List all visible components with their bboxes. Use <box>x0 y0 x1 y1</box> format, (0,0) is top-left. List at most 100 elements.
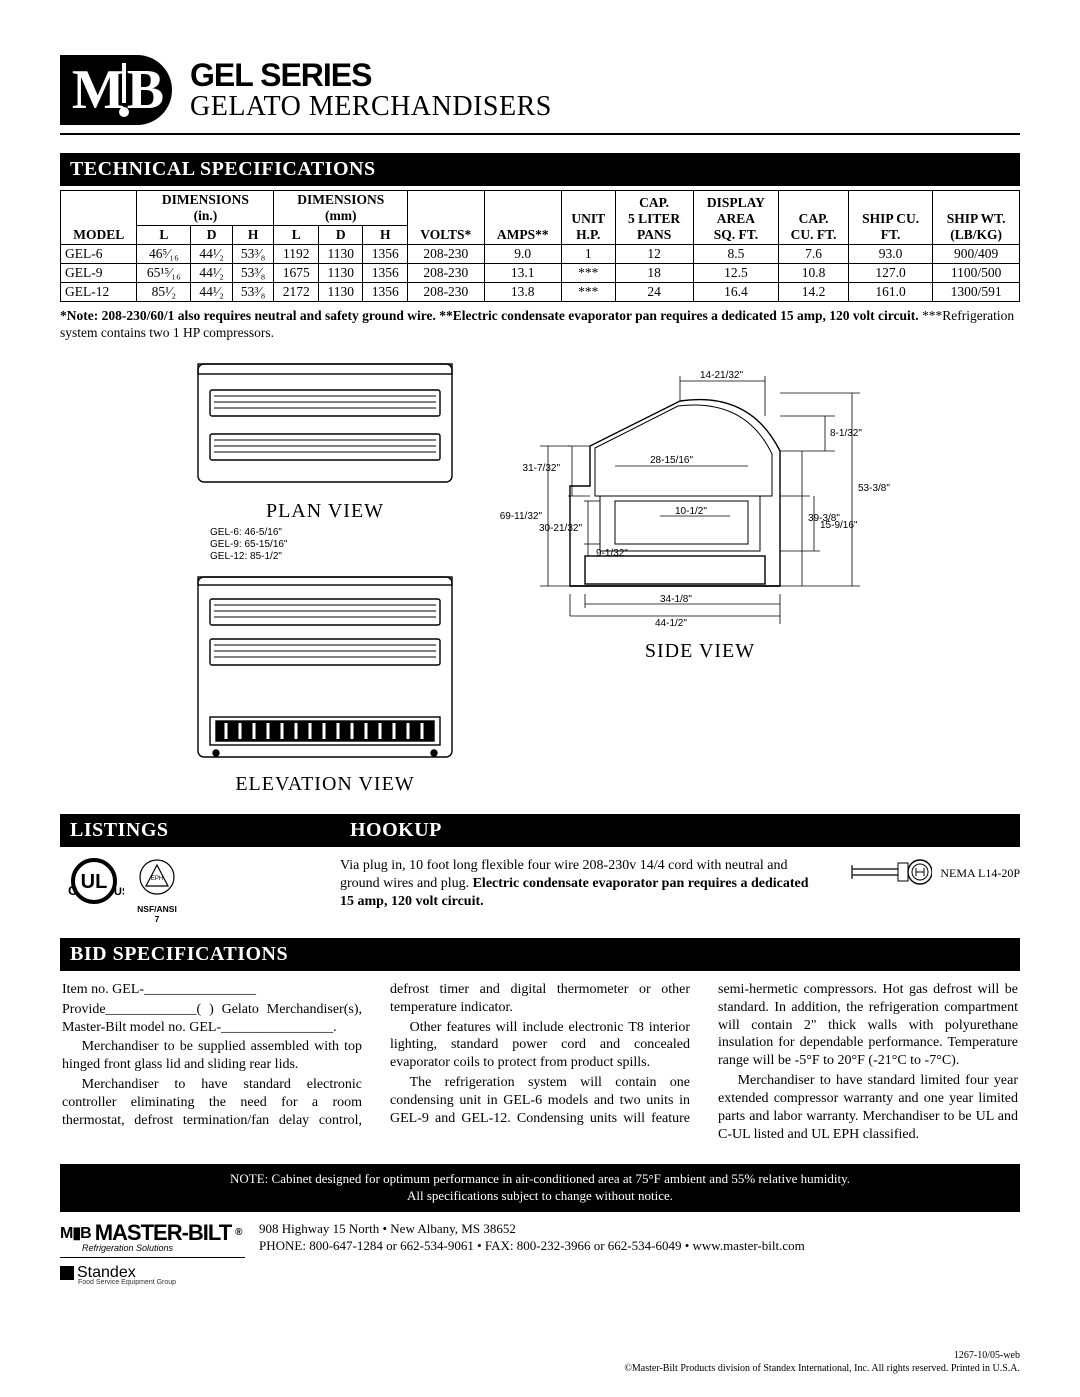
note-box: NOTE: Cabinet designed for optimum perfo… <box>60 1164 1020 1212</box>
col-H-in: H <box>232 226 274 245</box>
cell-Lmm: 1192 <box>274 245 319 264</box>
col-amps: AMPS** <box>484 191 561 245</box>
page-header: MB GEL SERIES GELATO MERCHANDISERS <box>60 55 1020 125</box>
dim-k: 15-9/16" <box>820 520 858 531</box>
plug-label: NEMA L14-20P <box>940 866 1020 881</box>
mb-logo-icon: MB <box>60 55 172 125</box>
section-hookup: HOOKUP <box>340 814 1020 847</box>
note-box-l2: All specifications subject to change wit… <box>74 1188 1006 1205</box>
footer-meta1: 1267-10/05-web <box>624 1349 1020 1362</box>
table-row: GEL-965¹⁵⁄₁₆44¹⁄₂53³⁄₈167511301356208-23… <box>61 264 1020 283</box>
listings-hookup-bar: LISTINGS HOOKUP <box>60 814 1020 847</box>
header-rule <box>60 133 1020 135</box>
elevation-view-label: ELEVATION VIEW <box>235 773 414 796</box>
dim-g: 69-11/32" <box>500 511 542 522</box>
plan-view-label: PLAN VIEW <box>266 500 384 523</box>
listings-body: ULCUS EPH NSF/ANSI 7 <box>60 847 340 938</box>
cell-Dmm: 1130 <box>319 264 363 283</box>
bid-p1: Merchandiser to be supplied assembled wi… <box>62 1038 362 1074</box>
footer-contact: PHONE: 800-647-1284 or 662-534-9061 • FA… <box>259 1237 1020 1255</box>
col-shipcu: SHIP CU.FT. <box>848 191 932 245</box>
dim-d: 28-15/16" <box>650 455 693 466</box>
cell-shipwt: 1300/591 <box>933 283 1020 302</box>
cell-volts: 208-230 <box>408 283 484 302</box>
cell-cuft: 10.8 <box>779 264 849 283</box>
cell-amps: 9.0 <box>484 245 561 264</box>
bid-l1: Item no. GEL-________________ <box>62 981 362 999</box>
cell-area: 12.5 <box>693 264 779 283</box>
plan-view-drawing <box>180 356 470 496</box>
dim-f: 10-1/2" <box>675 506 707 517</box>
cell-hp: *** <box>561 264 615 283</box>
col-pans: CAP.5 LITERPANS <box>615 191 693 245</box>
footer-addr: 908 Highway 15 North • New Albany, MS 38… <box>259 1220 1020 1238</box>
col-dim-in: DIMENSIONS(in.) <box>137 191 274 226</box>
cell-volts: 208-230 <box>408 245 484 264</box>
section-tech-specs: TECHNICAL SPECIFICATIONS <box>60 153 1020 186</box>
cell-Hmm: 1356 <box>363 245 408 264</box>
col-hp: UNITH.P. <box>561 191 615 245</box>
col-shipwt: SHIP WT.(LB/KG) <box>933 191 1020 245</box>
cell-Lmm: 1675 <box>274 264 319 283</box>
cell-Din: 44¹⁄₂ <box>191 283 233 302</box>
col-cuft: CAP.CU. FT. <box>779 191 849 245</box>
col-L-in: L <box>137 226 191 245</box>
cell-Lmm: 2172 <box>274 283 319 302</box>
cell-Lin: 65¹⁵⁄₁₆ <box>137 264 191 283</box>
dim-m: 44-1/2" <box>655 618 687 629</box>
bid-body: Item no. GEL-________________ Provide___… <box>60 971 1020 1158</box>
drawings-row: PLAN VIEW GEL-6: 46-5/16" GEL-9: 65-15/1… <box>60 356 1020 796</box>
cell-model: GEL-12 <box>61 283 137 302</box>
footer-meta2: ©Master-Bilt Products division of Stande… <box>624 1362 1020 1375</box>
cell-hp: 1 <box>561 245 615 264</box>
plug-icon <box>850 857 932 891</box>
col-D-mm: D <box>319 226 363 245</box>
svg-text:US: US <box>114 886 124 898</box>
reg: ® <box>235 1227 241 1238</box>
table-row: GEL-646⁵⁄₁₆44¹⁄₂53³⁄₈119211301356208-230… <box>61 245 1020 264</box>
cell-Din: 44¹⁄₂ <box>191 264 233 283</box>
cell-pans: 24 <box>615 283 693 302</box>
bid-p5: Merchandiser to have standard limited fo… <box>718 1072 1018 1144</box>
cell-cuft: 14.2 <box>779 283 849 302</box>
ul-listed-icon: ULCUS <box>64 857 124 912</box>
cell-pans: 18 <box>615 264 693 283</box>
cell-Hin: 53³⁄₈ <box>232 264 274 283</box>
note-box-l1: NOTE: Cabinet designed for optimum perfo… <box>74 1171 1006 1188</box>
cell-Hin: 53³⁄₈ <box>232 245 274 264</box>
dim-a: 14-21/32" <box>700 370 743 381</box>
cell-Lin: 46⁵⁄₁₆ <box>137 245 191 264</box>
plan-dim-list: GEL-6: 46-5/16" GEL-9: 65-15/16" GEL-12:… <box>210 527 288 563</box>
cell-shipcu: 127.0 <box>848 264 932 283</box>
cell-volts: 208-230 <box>408 264 484 283</box>
cell-Hin: 53³⁄₈ <box>232 283 274 302</box>
cell-pans: 12 <box>615 245 693 264</box>
cell-shipwt: 1100/500 <box>933 264 1020 283</box>
cell-area: 16.4 <box>693 283 779 302</box>
brand: MASTER-BILT <box>95 1220 231 1246</box>
cell-Din: 44¹⁄₂ <box>191 245 233 264</box>
elevation-view-drawing <box>180 569 470 769</box>
cell-Lin: 85¹⁄₂ <box>137 283 191 302</box>
cell-amps: 13.8 <box>484 283 561 302</box>
page-footer: M▮B MASTER-BILT® Refrigeration Solutions… <box>60 1220 1020 1286</box>
product-subtitle: GELATO MERCHANDISERS <box>190 92 552 121</box>
svg-text:EPH: EPH <box>151 876 163 882</box>
dim-e: 53-3/8" <box>858 483 890 494</box>
col-model: MODEL <box>61 191 137 245</box>
dim-l: 34-1/8" <box>660 594 692 605</box>
col-H-mm: H <box>363 226 408 245</box>
cell-shipwt: 900/409 <box>933 245 1020 264</box>
bid-l2: Provide_____________( ) Gelato Merchandi… <box>62 1001 362 1037</box>
cell-Hmm: 1356 <box>363 264 408 283</box>
cell-Dmm: 1130 <box>319 245 363 264</box>
cell-Hmm: 1356 <box>363 283 408 302</box>
svg-text:C: C <box>68 883 78 898</box>
bid-p3: Other features will include electronic T… <box>390 1019 690 1073</box>
col-dim-mm: DIMENSIONS(mm) <box>274 191 408 226</box>
section-bid: BID SPECIFICATIONS <box>60 938 1020 971</box>
col-D-in: D <box>191 226 233 245</box>
cell-shipcu: 161.0 <box>848 283 932 302</box>
table-footnote: *Note: 208-230/60/1 also requires neutra… <box>60 308 1020 342</box>
cell-shipcu: 93.0 <box>848 245 932 264</box>
